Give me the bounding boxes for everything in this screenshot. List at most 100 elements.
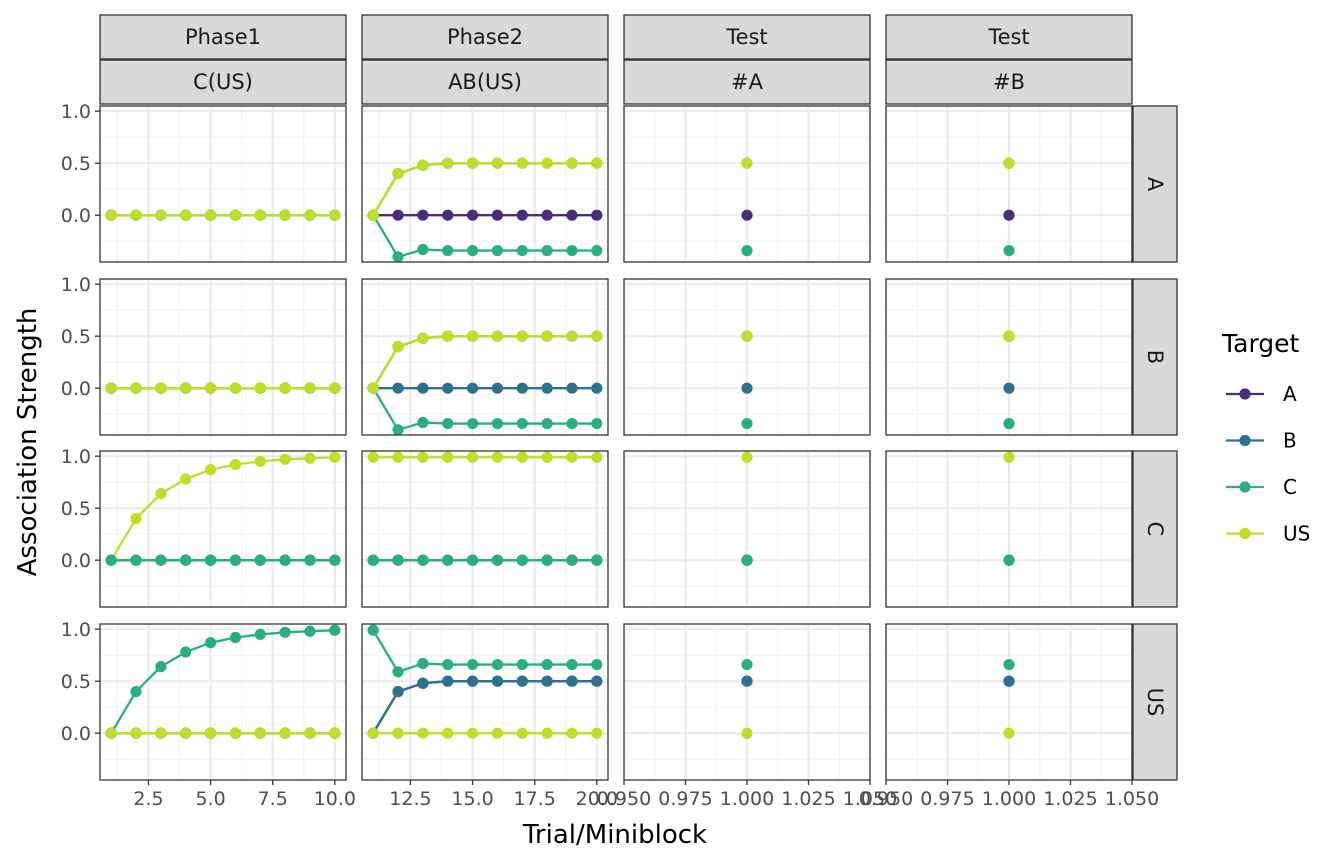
panel-border [361, 450, 609, 608]
panel-border [99, 278, 347, 436]
series-line-c [110, 629, 335, 734]
panel-border [99, 105, 347, 263]
panel-c-col2 [361, 450, 609, 608]
data-point-c [466, 554, 479, 566]
data-point-us [229, 458, 242, 471]
row-strip-label: C [1143, 522, 1167, 537]
data-point-us [442, 451, 454, 463]
y-tick-label: 0.5 [61, 671, 91, 693]
data-point-c [516, 417, 528, 430]
data-point-us [417, 451, 429, 463]
data-point-us [105, 382, 117, 394]
data-point-us [516, 451, 528, 463]
legend-items: ABC US [1226, 382, 1310, 546]
panel-b-col2 [361, 278, 609, 436]
data-point-us [491, 157, 504, 169]
data-point-us [130, 382, 142, 394]
data-point-us [304, 209, 316, 221]
x-tick-label: 1.025 [781, 788, 835, 810]
panel-grid [100, 624, 346, 780]
data-point-us [466, 330, 479, 342]
x-tick-label: 1.050 [843, 788, 897, 810]
data-point-b [442, 675, 454, 687]
data-point-c [1003, 244, 1015, 257]
data-point-c [516, 658, 528, 671]
strip-background [1132, 623, 1178, 781]
data-point-c [491, 417, 504, 430]
data-point-us [541, 451, 553, 463]
panel-grid [624, 106, 870, 262]
data-point-c [1003, 554, 1015, 566]
data-point-us [279, 727, 291, 739]
data-point-us [304, 382, 316, 394]
data-point-us [329, 382, 341, 394]
strip-background [361, 59, 609, 105]
panel-background [100, 451, 346, 607]
data-point-c [130, 554, 142, 566]
panel-us-col4 [885, 623, 1133, 781]
data-point-a [491, 209, 504, 221]
data-point-us [367, 209, 379, 221]
data-point-c [204, 637, 217, 649]
legend: Target ABC US [1221, 329, 1310, 546]
data-point-c [566, 658, 578, 671]
data-point-us [180, 473, 192, 485]
data-point-c [130, 686, 142, 698]
legend-title: Target [1221, 329, 1300, 358]
col-strip-label-bottom: #A [731, 70, 764, 94]
data-point-b [741, 675, 753, 687]
data-point-us [491, 727, 504, 739]
x-tick-label: 12.5 [389, 788, 431, 810]
row-strip-b: B [1132, 278, 1178, 436]
data-point-us [516, 727, 528, 739]
data-point-c [541, 554, 553, 566]
panel-a-col3 [623, 105, 871, 263]
x-tick-label: 10.0 [314, 788, 356, 810]
panel-grid [362, 624, 608, 780]
panel-data [741, 451, 753, 566]
legend-label: US [1283, 522, 1310, 546]
data-point-c [491, 244, 504, 257]
data-point-us [130, 513, 142, 525]
y-tick-label: 1.0 [61, 619, 91, 641]
data-point-c [155, 554, 167, 566]
x-tick-label: 1.000 [720, 788, 774, 810]
data-point-c [329, 624, 341, 636]
series-line-us [372, 162, 597, 216]
data-point-us [516, 330, 528, 342]
data-point-a [541, 209, 553, 221]
panel-background [362, 624, 608, 780]
x-tick-label: 0.950 [597, 788, 651, 810]
x-tick-label: 15.0 [451, 788, 493, 810]
data-point-c [417, 416, 429, 429]
panel-us-col3 [623, 623, 871, 781]
data-point-c [1003, 417, 1015, 430]
data-point-c [442, 554, 454, 566]
y-tick-label: 0.0 [61, 205, 91, 227]
row-strip-label: B [1143, 350, 1167, 364]
col-strip-1: Phase1 C(US) [99, 14, 347, 105]
data-point-us [1003, 330, 1015, 342]
panel-b-col3 [623, 278, 871, 436]
panel-background [100, 279, 346, 435]
data-point-us [466, 451, 479, 463]
data-point-b [591, 382, 603, 394]
panel-border [885, 450, 1133, 608]
panel-data [105, 451, 341, 566]
data-point-us [155, 488, 167, 500]
y-axis-title: Association Strength [13, 308, 43, 577]
data-point-c [304, 554, 316, 566]
data-point-us [155, 382, 167, 394]
x-tick-label: 5.0 [195, 788, 225, 810]
data-point-us [304, 727, 316, 739]
data-point-c [516, 554, 528, 566]
data-point-us [741, 451, 753, 463]
data-point-us [541, 157, 553, 169]
legend-label: B [1283, 429, 1297, 453]
data-point-us [591, 451, 603, 463]
data-point-c [229, 554, 242, 566]
data-point-us [741, 727, 753, 739]
data-point-a [417, 209, 429, 221]
y-tick-label: 0.0 [61, 723, 91, 745]
